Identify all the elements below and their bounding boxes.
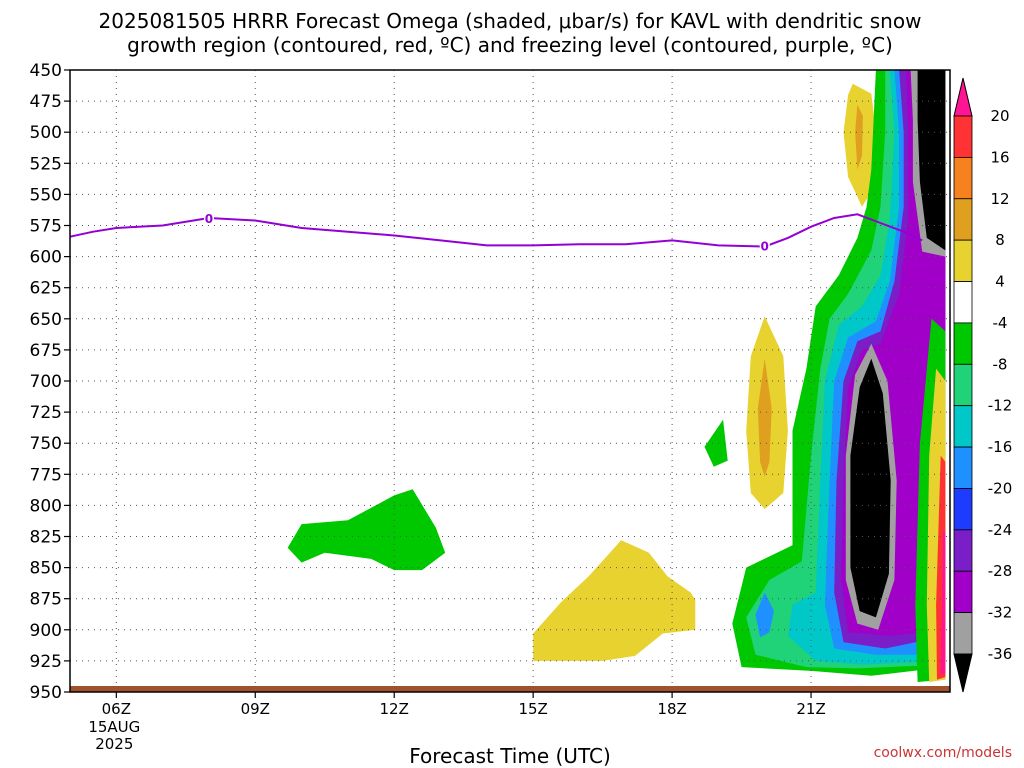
colorbar-segment [953,529,973,572]
x-tick-label: 21Z [796,700,825,718]
omega-shading [287,70,946,682]
colorbar-label: -8 [993,355,1008,373]
colorbar-segment [953,239,973,282]
x-axis-label: Forecast Time (UTC) [409,744,611,768]
terrain-strip [70,686,950,692]
y-tick-label: 500 [30,123,62,143]
colorbar-label: 4 [995,273,1005,291]
omega-region-orange-high-22z [855,104,863,170]
x-tick-label: 15Z [518,700,547,718]
omega-region-orange-core-20z [757,358,772,477]
title-line-2: growth region (contoured, red, ºC) and f… [127,33,893,57]
colorbar-label: 12 [990,190,1009,208]
colorbar-label: -32 [988,604,1013,622]
x-tick-label: 18Z [657,700,686,718]
y-tick-label: 750 [30,434,62,454]
y-tick-label: 525 [30,154,62,174]
x-tick-sublabel: 15AUG [88,718,140,736]
y-axis-ticks: 450 475 500 525 550 575 600 625 650 675 700 725 750 7… [30,61,70,703]
y-tick-label: 875 [30,590,62,610]
colorbar-label: -20 [988,479,1013,497]
x-tick-sublabel: 2025 [95,735,133,753]
colorbar-bottom-arrow [953,653,973,693]
y-tick-label: 625 [30,279,62,299]
y-tick-label: 900 [30,621,62,641]
x-tick-label: 06Z [102,700,131,718]
colorbar-segment [953,363,973,407]
freezing-label-bg [203,211,214,225]
omega-region-blue-core-20z [755,592,774,638]
colorbar-label: -24 [988,521,1013,539]
y-tick-label: 950 [30,683,62,703]
colorbar-label: -16 [988,438,1013,456]
y-tick-label: 450 [30,61,62,81]
colorbar-label: -28 [988,562,1013,580]
y-tick-label: 475 [30,92,62,112]
y-tick-label: 650 [30,310,62,330]
y-tick-label: 725 [30,403,62,423]
colorbar-segment [953,570,973,614]
colorbar-label: 8 [995,231,1005,249]
colorbar-segment [953,322,973,365]
freezing-level-label: 0 [761,239,769,253]
colorbar-segment [953,446,973,489]
colorbar-label: -36 [988,645,1013,663]
colorbar-segment [953,488,973,531]
colorbar-label: -4 [993,314,1008,332]
colorbar-segment [953,281,973,324]
y-tick-label: 575 [30,217,62,237]
omega-region-pink-low-right [940,530,946,675]
title-line-1: 2025081505 HRRR Forecast Omega (shaded, … [99,9,922,33]
x-tick-label: 09Z [241,700,270,718]
terrain-bar [70,686,950,692]
y-tick-label: 700 [30,372,62,392]
colorbar-label: 16 [990,148,1009,166]
freezing-level-label: 0 [205,212,213,226]
y-tick-label: 925 [30,652,62,672]
y-tick-label: 850 [30,559,62,579]
omega-region-black-oval [850,358,891,618]
omega-region-green-sliver-19z [704,419,728,467]
omega-region-black-upper [917,70,946,251]
colorbar-segment [953,198,973,241]
colorbar-segment [953,115,973,158]
colorbar-top-arrow [953,77,973,117]
omega-region-green-blob-10-12z [287,489,446,571]
y-tick-label: 675 [30,341,62,361]
colorbar-label: 20 [990,107,1009,125]
chart-title: 2025081505 HRRR Forecast Omega (shaded, … [99,9,922,57]
colorbar-label: -12 [988,397,1013,415]
freezing-level-contour: 00 [69,211,923,253]
y-tick-label: 800 [30,496,62,516]
colorbar-segment [953,156,973,200]
y-tick-label: 600 [30,248,62,268]
colorbar: 20 16 12 8 4 -4 -8 -12 -16 -20 -24 -28 -32 -36 [953,77,1013,693]
y-tick-label: 775 [30,465,62,485]
credit-text: coolwx.com/models [874,745,1012,761]
colorbar-segment [953,612,973,655]
y-tick-label: 550 [30,185,62,205]
y-tick-label: 825 [30,528,62,548]
omega-region-yellow-blob-15-19z [533,540,696,661]
freezing-label-bg [759,238,770,252]
x-tick-label: 12Z [380,700,409,718]
colorbar-segment [953,405,973,448]
freezing-level-line [69,213,923,248]
